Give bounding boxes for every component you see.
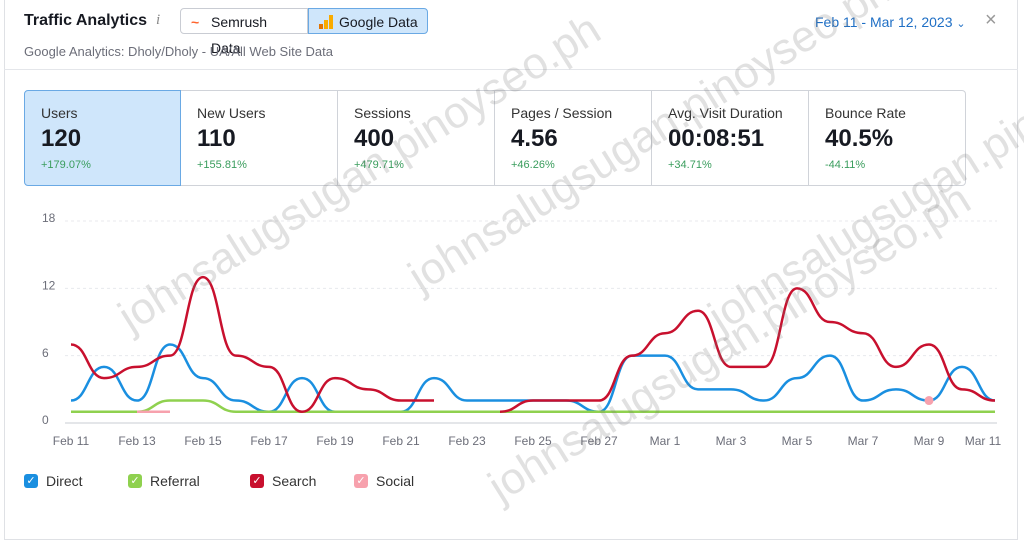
point xyxy=(924,396,934,406)
legend-checkbox: ✓ xyxy=(354,474,368,488)
metric-change: +155.81% xyxy=(197,159,247,171)
x-tick-label: Feb 13 xyxy=(118,434,156,448)
legend-item[interactable]: ✓ Social xyxy=(354,472,414,490)
x-tick-label: Feb 15 xyxy=(184,434,222,448)
semrush-icon: ~ xyxy=(191,14,200,30)
tab-label: Google Data xyxy=(339,14,418,30)
info-icon[interactable]: i xyxy=(156,12,161,28)
legend-item[interactable]: ✓ Search xyxy=(250,472,316,490)
legend-item[interactable]: ✓ Referral xyxy=(128,472,200,490)
metric-value: 00:08:51 xyxy=(668,125,765,152)
x-tick-label: Feb 11 xyxy=(53,434,90,448)
metric-label: Sessions xyxy=(354,105,411,121)
subtitle: Google Analytics: Dholy/Dholy - UA/All W… xyxy=(24,44,334,59)
y-tick-label: 18 xyxy=(42,211,56,225)
metric-label: Avg. Visit Duration xyxy=(668,105,783,121)
metric-change: +46.26% xyxy=(511,159,555,171)
x-tick-label: Mar 1 xyxy=(650,434,681,448)
x-tick-label: Mar 5 xyxy=(782,434,813,448)
metric-value: 110 xyxy=(197,125,236,152)
series-line xyxy=(70,275,996,414)
chevron: ⌄ xyxy=(956,18,966,30)
metric-label: Bounce Rate xyxy=(825,105,906,121)
ga-icon xyxy=(319,15,333,29)
close-button[interactable]: × xyxy=(985,9,997,31)
title: Traffic Analytics xyxy=(24,12,148,29)
series-line xyxy=(137,401,929,412)
legend-checkbox: ✓ xyxy=(250,474,264,488)
legend-checkbox: ✓ xyxy=(128,474,142,488)
metric-value: 120 xyxy=(41,125,82,152)
metric-label: Pages / Session xyxy=(511,105,613,121)
metric-card[interactable]: Pages / Session 4.56 +46.26% xyxy=(495,90,652,186)
metric-change: -44.11% xyxy=(825,159,866,171)
legend-item[interactable]: ✓ Direct xyxy=(24,472,83,490)
metric-card[interactable]: Users 120 +179.07% xyxy=(24,90,181,186)
x-tick-label: Feb 25 xyxy=(514,434,552,448)
legend-label: Social xyxy=(376,473,415,489)
y-tick-label: 12 xyxy=(42,279,56,293)
metric-card[interactable]: Bounce Rate 40.5% -44.11% xyxy=(809,90,966,186)
metric-card[interactable]: Avg. Visit Duration 00:08:51 +34.71% xyxy=(652,90,809,186)
date-range[interactable]: Feb 11 - Mar 12, 2023 ⌄ xyxy=(815,14,966,30)
tab-label: Semrush Data xyxy=(211,14,268,56)
y-tick-label: 0 xyxy=(42,413,49,427)
metric-change: +34.71% xyxy=(668,159,712,171)
legend-checkbox: ✓ xyxy=(24,474,38,488)
chart: 0 6 12 18 Feb 11 Feb 13 Feb 15 Feb 17 Feb 19 Feb … xyxy=(42,211,1002,448)
metric-change: +179.07% xyxy=(41,159,91,171)
metric-label: New Users xyxy=(197,105,266,121)
metric-label: Users xyxy=(41,105,78,121)
x-tick-label: Feb 23 xyxy=(448,434,486,448)
legend-label: Search xyxy=(272,473,317,489)
legend-label: Referral xyxy=(150,473,200,489)
metric-value: 400 xyxy=(354,125,395,152)
card xyxy=(4,0,1018,540)
metric-card[interactable]: Sessions 400 +479.71% xyxy=(338,90,495,186)
metric-change: +479.71% xyxy=(354,159,404,171)
x-tick-label: Feb 19 xyxy=(316,434,354,448)
metric-value: 4.56 xyxy=(511,125,558,152)
divider xyxy=(4,69,1018,70)
x-tick-label: Feb 17 xyxy=(250,434,288,448)
x-tick-label: Mar 7 xyxy=(848,434,879,448)
y-tick-label: 6 xyxy=(42,346,49,360)
semrush-tab[interactable]: ~ Semrush Data xyxy=(180,8,308,56)
x-tick-label: Feb 27 xyxy=(580,434,618,448)
x-tick-label: Mar 9 xyxy=(914,434,945,448)
date-text: Feb 11 - Mar 12, 2023 xyxy=(815,14,953,30)
legend-label: Direct xyxy=(46,473,83,489)
series-line xyxy=(71,399,995,414)
x-tick-label: Mar 3 xyxy=(716,434,747,448)
x-tick-label: Mar 11 xyxy=(965,434,1002,448)
google-tab[interactable]: Google Data xyxy=(308,8,428,34)
metric-value: 40.5% xyxy=(825,125,894,152)
x-tick-label: Feb 21 xyxy=(382,434,420,448)
metric-card[interactable]: New Users 110 +155.81% xyxy=(181,90,338,186)
